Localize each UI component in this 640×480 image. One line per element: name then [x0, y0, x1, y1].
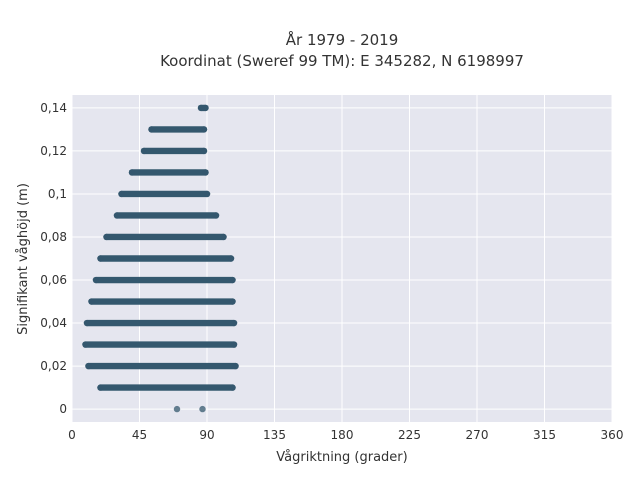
- scatter-band: [113, 212, 220, 219]
- scatter-band: [118, 190, 211, 198]
- y-tick-label: 0,08: [40, 230, 67, 244]
- x-tick-label: 135: [263, 428, 286, 442]
- x-axis-title: Vågriktning (grader): [276, 450, 407, 465]
- data-point: [229, 276, 236, 284]
- x-tick-label: 225: [398, 428, 421, 442]
- data-point: [148, 126, 155, 133]
- x-tick-label: 270: [466, 428, 489, 442]
- y-tick-label: 0,14: [40, 101, 67, 115]
- data-point: [200, 147, 208, 155]
- data-point: [227, 255, 235, 262]
- data-point: [103, 233, 110, 241]
- scatter-band: [128, 169, 209, 176]
- data-point: [82, 341, 89, 348]
- chart-title-line-2: Koordinat (Sweref 99 TM): E 345282, N 61…: [160, 52, 524, 70]
- data-point: [92, 276, 100, 284]
- y-axis-title: Signifikant våghöjd (m): [16, 183, 31, 335]
- y-axis-ticks: 0 0,02 0,04 0,06 0,08 0,1 0,12 0,14: [40, 101, 67, 416]
- data-point: [202, 104, 209, 112]
- data-point: [230, 341, 238, 348]
- scatter-band: [97, 384, 236, 391]
- data-point: [212, 212, 220, 219]
- data-point: [230, 319, 238, 327]
- grid-lines: [71, 95, 613, 422]
- data-point: [232, 362, 239, 370]
- data-point: [202, 169, 209, 176]
- data-point: [197, 104, 205, 112]
- data-point: [140, 147, 148, 155]
- scatter-band: [92, 276, 236, 284]
- y-tick-label: 0,06: [40, 273, 67, 287]
- data-point: [220, 233, 227, 241]
- y-tick-label: 0: [59, 402, 67, 416]
- data-point: [200, 126, 208, 133]
- y-tick-label: 0,02: [40, 359, 67, 373]
- x-tick-label: 45: [132, 428, 147, 442]
- y-tick-label: 0,1: [48, 187, 67, 201]
- scatter-band: [103, 233, 227, 241]
- x-tick-label: 180: [331, 428, 354, 442]
- data-point: [199, 405, 206, 413]
- scatter-band: [197, 104, 209, 112]
- data-point: [229, 384, 236, 391]
- chart-title-line-1: År 1979 - 2019: [286, 30, 399, 49]
- x-tick-label: 360: [601, 428, 624, 442]
- data-point: [97, 384, 104, 391]
- scatter-band: [148, 126, 208, 133]
- x-tick-label: 0: [68, 428, 76, 442]
- scatter-band: [140, 147, 208, 155]
- data-points: [82, 104, 239, 413]
- x-tick-label: 315: [533, 428, 556, 442]
- data-point: [128, 169, 136, 176]
- data-point: [85, 362, 92, 370]
- data-point: [83, 319, 91, 327]
- scatter-band: [85, 362, 239, 370]
- y-tick-label: 0,04: [40, 316, 67, 330]
- data-point: [173, 405, 181, 413]
- data-point: [88, 298, 95, 305]
- scatter-band: [88, 298, 236, 305]
- scatter-band: [83, 319, 238, 327]
- x-tick-label: 90: [199, 428, 214, 442]
- scatter-band: [97, 255, 235, 262]
- data-point: [203, 190, 211, 198]
- scatter-band: [82, 341, 238, 348]
- data-point: [97, 255, 104, 262]
- data-point: [229, 298, 236, 305]
- y-tick-label: 0,12: [40, 144, 67, 158]
- data-point: [113, 212, 121, 219]
- x-axis-ticks: 0 45 90 135 180 225 270 315 360: [68, 428, 623, 442]
- data-point: [118, 190, 125, 198]
